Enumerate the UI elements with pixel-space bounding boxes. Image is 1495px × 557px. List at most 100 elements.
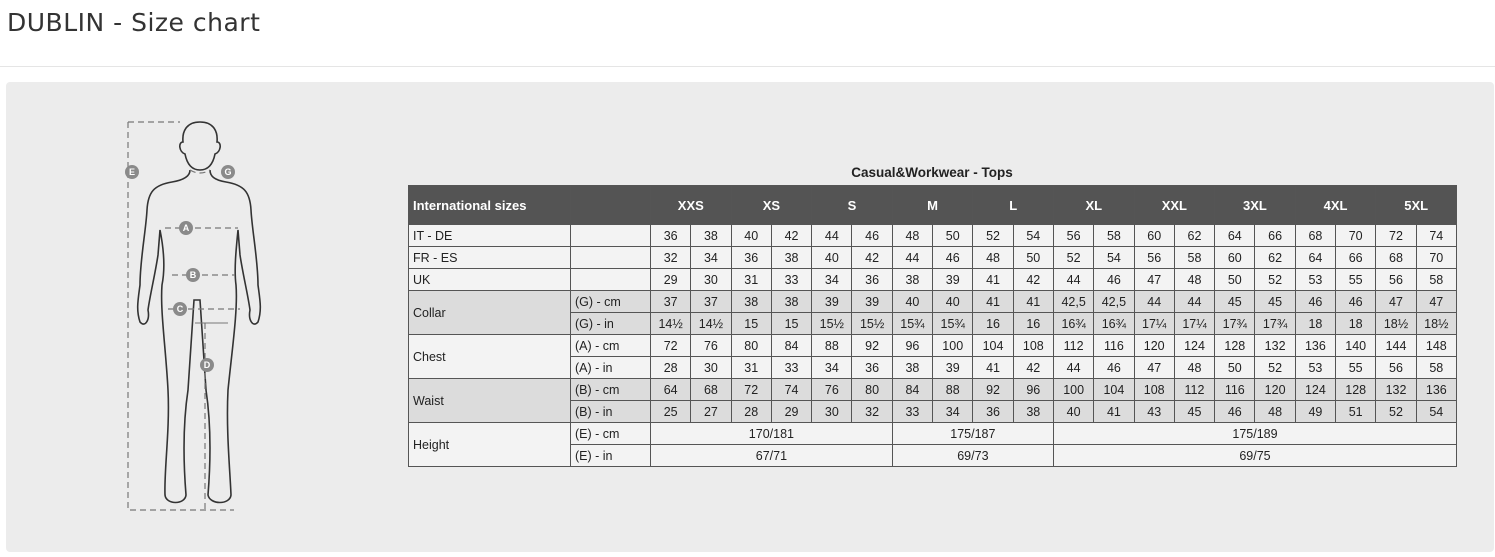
height-cell: 69/75 (1052, 444, 1458, 467)
table-row: UK 29 30 31 33 34 36 38 39 41 42 44 46 47 48 50 52 53 55 56… (408, 268, 1458, 291)
table-cell: 15¾ (932, 312, 974, 335)
table-cell: 96 (891, 334, 934, 357)
table-cell: 31 (730, 268, 772, 291)
table-cell: 38 (891, 268, 934, 291)
table-cell: 136 (1415, 378, 1458, 401)
table-cell: 38 (891, 356, 934, 379)
marker-e (125, 165, 139, 179)
table-cell: 16 (972, 312, 1014, 335)
table-cell: 50 (1214, 356, 1256, 379)
table-cell: 74 (1415, 224, 1458, 247)
table-cell: 72 (1375, 224, 1417, 247)
table-cell: 33 (770, 356, 813, 379)
table-cell: 41 (972, 290, 1014, 313)
table-cell: 66 (1335, 246, 1377, 269)
table-cell: 28 (649, 356, 692, 379)
table-row-height-cm: Height (E) - cm 170/181 175/187 175/189 (408, 422, 1458, 467)
table-cell: 96 (1012, 378, 1054, 401)
table-cell: 50 (1012, 246, 1054, 269)
table-cell: 39 (932, 268, 974, 291)
table-cell: 33 (770, 268, 813, 291)
table-cell: 84 (891, 378, 934, 401)
height-cell: 69/73 (891, 444, 1054, 467)
table-cell: 30 (811, 400, 853, 423)
row-label: FR - ES (408, 246, 571, 269)
table-cell: 27 (690, 400, 732, 423)
table-cell: 15¾ (891, 312, 934, 335)
table-cell: 40 (1052, 400, 1095, 423)
height-cell: 175/189 (1052, 422, 1458, 445)
table-cell: 44 (1173, 290, 1216, 313)
table-cell: 76 (811, 378, 853, 401)
table-cell: 148 (1415, 334, 1458, 357)
row-unit: (A) - cm (570, 334, 651, 357)
row-label: Chest (408, 334, 571, 379)
table-cell: 40 (891, 290, 934, 313)
table-cell: 34 (932, 400, 974, 423)
table-cell: 36 (649, 224, 692, 247)
table-cell: 15 (770, 312, 813, 335)
table-cell: 124 (1294, 378, 1337, 401)
header-size-3xl: 3XL (1214, 185, 1296, 225)
table-cell: 44 (811, 224, 853, 247)
row-label: Waist (408, 378, 571, 423)
table-cell: 56 (1375, 268, 1417, 291)
table-cell: 53 (1294, 268, 1337, 291)
table-cell: 132 (1375, 378, 1417, 401)
table-cell: 132 (1254, 334, 1296, 357)
table-row: Collar (G) - cm 37 37 38 38 39 39 40 40 41 41 42,5 42… (408, 290, 1458, 335)
table-cell: 14½ (649, 312, 692, 335)
marker-d (200, 358, 214, 372)
table-cell: 15½ (851, 312, 893, 335)
table-cell: 48 (1173, 268, 1216, 291)
table-cell: 42 (1012, 356, 1054, 379)
table-cell: 64 (1294, 246, 1337, 269)
table-cell: 128 (1214, 334, 1256, 357)
table-header-row: International sizes XXS XS S M L XL XXL 3XL 4XL 5… (408, 185, 1457, 225)
table-cell: 108 (1012, 334, 1054, 357)
table-cell: 37 (690, 290, 732, 313)
table-cell: 60 (1214, 246, 1256, 269)
body-measurement-figure: E G A B C D (125, 121, 262, 511)
table-cell: 41 (972, 268, 1014, 291)
table-cell: 116 (1093, 334, 1135, 357)
table-cell: 44 (1052, 268, 1095, 291)
table-cell: 54 (1093, 246, 1135, 269)
header-size-4xl: 4XL (1294, 185, 1377, 225)
table-cell: 29 (770, 400, 813, 423)
table-cell: 42,5 (1093, 290, 1135, 313)
table-cell: 84 (770, 334, 813, 357)
row-unit: (A) - in (570, 356, 651, 379)
table-cell: 116 (1214, 378, 1256, 401)
table-cell: 17¾ (1254, 312, 1296, 335)
table-cell: 52 (972, 224, 1014, 247)
table-cell: 32 (851, 400, 893, 423)
table-cell: 124 (1173, 334, 1216, 357)
row-unit: (E) - in (570, 444, 651, 467)
table-row: Waist (B) - cm 64 68 72 74 76 80 84 88 92 96 100 104 1… (408, 378, 1458, 423)
table-cell: 17¾ (1214, 312, 1256, 335)
table-cell: 38 (730, 290, 772, 313)
table-cell: 62 (1254, 246, 1296, 269)
table-cell: 136 (1294, 334, 1337, 357)
table-cell: 50 (1214, 268, 1256, 291)
table-cell: 40 (811, 246, 853, 269)
table-cell: 46 (1294, 290, 1337, 313)
table-cell: 72 (649, 334, 692, 357)
table-cell: 50 (932, 224, 974, 247)
table-cell: 18 (1294, 312, 1337, 335)
table-cell: 16 (1012, 312, 1054, 335)
table-cell: 40 (932, 290, 974, 313)
table-cell: 48 (1173, 356, 1216, 379)
table-cell: 70 (1415, 246, 1458, 269)
table-cell: 58 (1093, 224, 1135, 247)
row-label: UK (408, 268, 571, 291)
table-cell: 18½ (1415, 312, 1458, 335)
table-cell: 52 (1375, 400, 1417, 423)
header-size-s: S (811, 185, 893, 225)
table-cell: 58 (1415, 268, 1458, 291)
table-cell: 14½ (690, 312, 732, 335)
table-cell: 39 (811, 290, 853, 313)
table-cell: 68 (1375, 246, 1417, 269)
svg-text:G: G (224, 167, 231, 177)
